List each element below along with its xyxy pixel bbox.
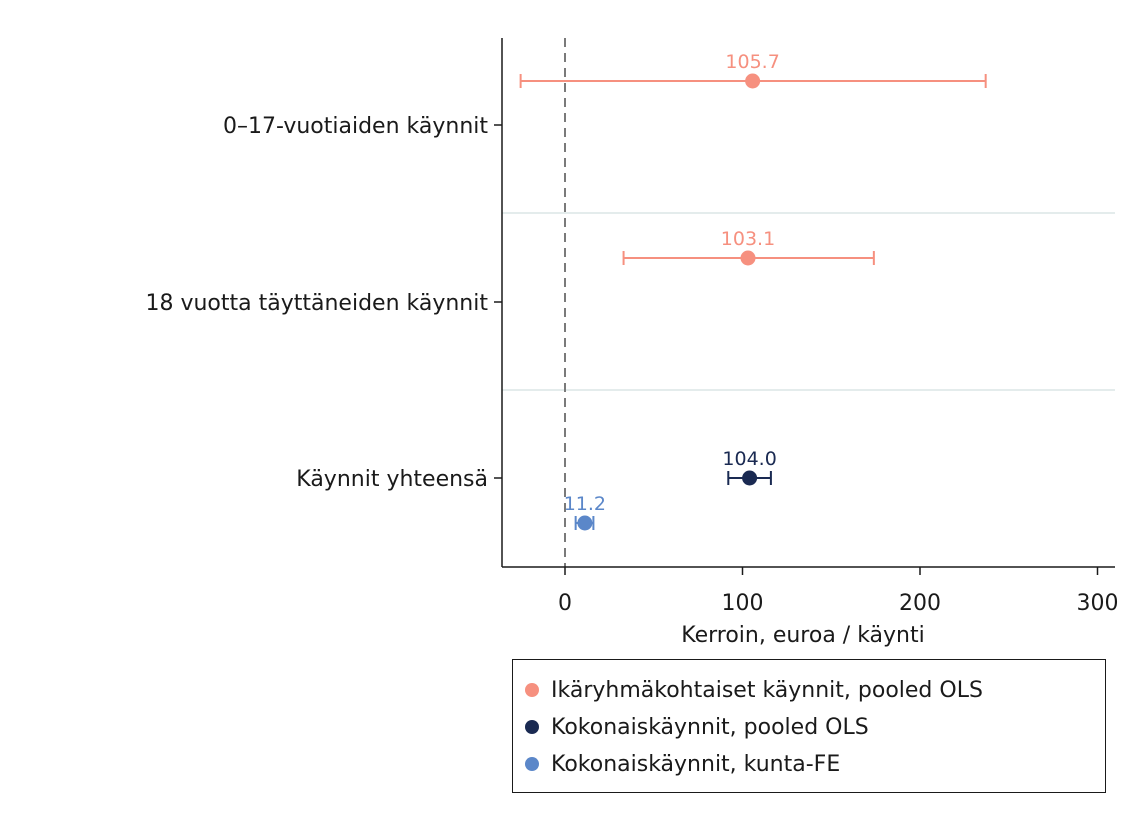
legend-item-age-group: Ikäryhmäkohtaiset käynnit, pooled OLS [525,672,983,708]
point-estimate [577,515,593,531]
data-label: 105.7 [725,51,779,73]
y-tick-label: Käynnit yhteensä [296,467,488,492]
coefficient-mark: 103.1 [622,228,875,266]
y-axis-ticks: 0–17-vuotiaiden käynnit 18 vuotta täyttän… [145,114,502,492]
x-tick-label: 100 [722,591,764,616]
point-estimate [742,470,758,486]
legend: Ikäryhmäkohtaiset käynnit, pooled OLS Ko… [512,659,1106,793]
y-tick-label: 18 vuotta täyttäneiden käynnit [145,291,488,316]
point-estimate [740,250,756,266]
gridlines [502,212,1115,391]
x-axis-ticks: 0 100 200 300 [558,567,1119,616]
legend-marker-pink [525,683,539,697]
axes [501,38,1115,568]
x-tick-label: 0 [558,591,572,616]
data-marks: 105.7 103.1 104.0 11.2 [519,51,987,531]
data-label: 104.0 [722,448,776,470]
legend-label: Kokonaiskäynnit, pooled OLS [551,714,869,740]
coefficient-mark: 105.7 [519,51,987,89]
data-label: 103.1 [721,228,775,250]
coefficient-mark: 104.0 [722,448,777,486]
legend-marker-navy [525,720,539,734]
point-estimate [745,73,761,89]
legend-item-total-fe: Kokonaiskäynnit, kunta-FE [525,746,840,782]
x-tick-label: 200 [899,591,941,616]
legend-label: Kokonaiskäynnit, kunta-FE [551,751,841,777]
legend-item-total-ols: Kokonaiskäynnit, pooled OLS [525,709,869,745]
y-tick-label: 0–17-vuotiaiden käynnit [223,114,488,139]
legend-label: Ikäryhmäkohtaiset käynnit, pooled OLS [551,677,983,703]
legend-marker-blue [525,757,539,771]
x-axis-label: Kerroin, euroa / käynti [681,623,925,648]
x-tick-label: 300 [1077,591,1119,616]
data-label: 11.2 [564,493,606,515]
coefficient-mark: 11.2 [564,493,606,531]
